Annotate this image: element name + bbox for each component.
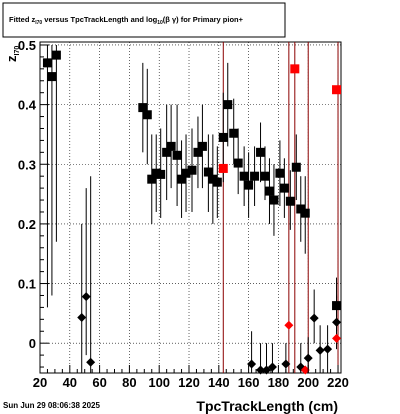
data-point-square [239, 171, 249, 181]
data-point-square [166, 141, 176, 151]
footer-timestamp: Sun Jun 29 08:06:38 2025 [3, 401, 100, 410]
x-tick-label: 80 [122, 375, 136, 390]
data-point-square [244, 180, 254, 190]
title-sub-2: 10 [157, 20, 163, 26]
x-tick-label: 220 [327, 375, 349, 390]
data-point-square [332, 301, 342, 311]
title-part-1: Fitted z [9, 15, 35, 24]
data-point-diamond [247, 359, 257, 369]
data-point-red-square [218, 163, 228, 173]
data-point-square [177, 174, 187, 184]
data-point-square [256, 147, 266, 157]
data-point-square [187, 165, 197, 175]
data-point-square [275, 168, 285, 178]
x-tick-label: 20 [33, 375, 47, 390]
x-tick-label: 180 [268, 375, 290, 390]
y-tick-label: 0.1 [18, 277, 36, 292]
y-axis-label: zI70 [4, 46, 21, 62]
chart-title: Fitted zI70 versus TpcTrackLength and lo… [9, 15, 244, 26]
data-point-square [138, 103, 148, 113]
data-point-red-diamond [332, 333, 342, 343]
data-point-square [156, 169, 166, 179]
data-point-square [285, 196, 295, 206]
x-axis-label: TpcTrackLength (cm) [196, 398, 338, 414]
data-point-diamond [81, 292, 91, 302]
data-point-diamond [267, 362, 277, 372]
data-point-square [279, 183, 289, 193]
vertical-marker-lines [222, 42, 339, 373]
data-point-square [203, 167, 213, 177]
data-point-square [250, 171, 260, 181]
data-point-square [300, 208, 310, 218]
y-tick-label: 0.4 [18, 98, 37, 113]
data-point-diamond [303, 353, 313, 363]
data-point-square [47, 72, 57, 82]
x-tick-label: 40 [63, 375, 77, 390]
data-point-diamond [86, 357, 96, 367]
y-tick-label: 0.3 [18, 157, 36, 172]
data-markers [42, 50, 342, 375]
data-point-square [212, 177, 222, 187]
data-point-diamond [281, 359, 291, 369]
data-point-square [229, 128, 239, 138]
data-point-square [42, 58, 52, 68]
data-point-red-square [290, 64, 300, 74]
data-point-square [142, 110, 152, 120]
chart-title-box [2, 2, 286, 38]
data-point-red-diamond [300, 365, 310, 375]
y-tick-label: 0.2 [18, 217, 36, 232]
data-point-diamond [332, 317, 342, 327]
x-tick-label: 200 [297, 375, 319, 390]
data-point-diamond [256, 365, 266, 375]
data-point-square [260, 171, 270, 181]
x-tick-label: 140 [208, 375, 230, 390]
data-point-red-square [332, 85, 342, 95]
data-point-square [172, 150, 182, 160]
y-axis-label-group: zI70 [4, 46, 21, 62]
axes-ticks: 20 40 60 80 100 120 140 160 180 200 220 0 0.1 0.2 0.3 0… [18, 38, 349, 390]
data-point-diamond [77, 313, 87, 323]
title-part-3: (β γ) for Primary pion+ [163, 15, 244, 24]
data-point-square [197, 141, 207, 151]
data-point-square [181, 168, 191, 178]
data-point-diamond [309, 313, 319, 323]
y-tick-label: 0 [29, 336, 36, 351]
data-point-diamond [315, 345, 325, 355]
plot-frame [39, 41, 342, 374]
x-tick-label: 160 [238, 375, 260, 390]
data-point-square [223, 100, 233, 110]
y-axis-label-sub: I70 [14, 46, 21, 56]
data-point-square [264, 186, 274, 196]
x-tick-label: 60 [92, 375, 106, 390]
data-point-diamond [323, 344, 333, 354]
data-point-square [218, 132, 228, 142]
data-point-square [147, 174, 157, 184]
y-axis-label-main: z [4, 55, 19, 62]
y-tick-label: 0.5 [18, 38, 36, 53]
data-point-red-diamond [284, 320, 294, 330]
data-point-square [51, 50, 61, 60]
data-point-square [269, 195, 279, 205]
title-part-2: versus TpcTrackLength and log [42, 15, 157, 24]
data-point-square [233, 158, 243, 168]
data-point-square [162, 147, 172, 157]
data-point-square [193, 147, 203, 157]
data-point-square [291, 162, 301, 172]
x-tick-label: 100 [148, 375, 170, 390]
title-sub-1: I70 [35, 20, 42, 26]
x-tick-label: 120 [178, 375, 200, 390]
